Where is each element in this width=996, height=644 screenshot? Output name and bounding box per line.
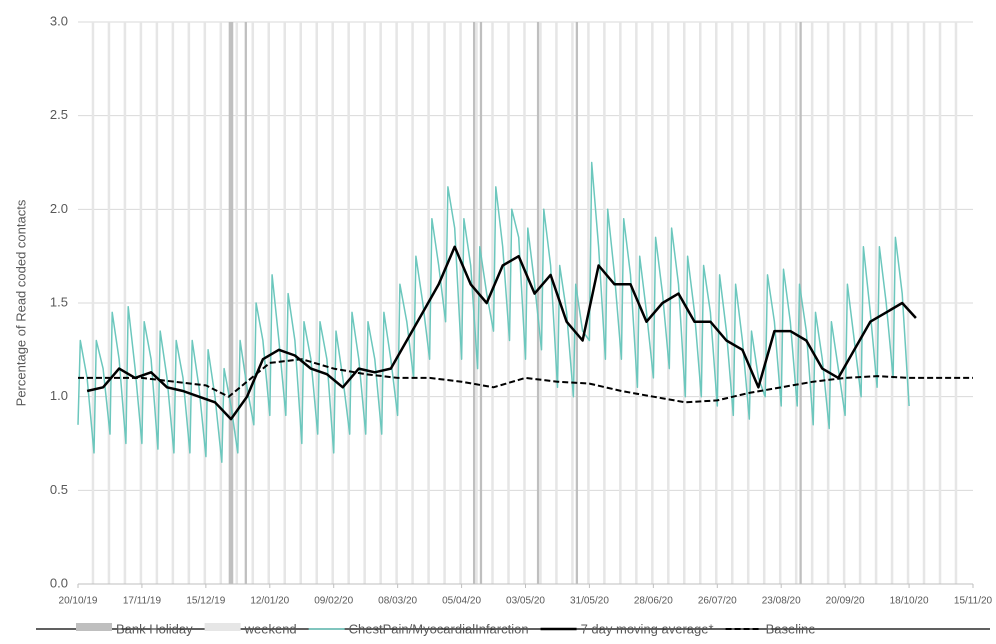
y-tick-label: 1.0 [50, 388, 68, 403]
band [890, 22, 894, 584]
band [491, 22, 494, 584]
band [363, 22, 366, 584]
y-tick-label: 1.5 [50, 294, 68, 309]
x-tick-label: 09/02/20 [314, 596, 353, 607]
band [778, 22, 782, 584]
band [762, 22, 766, 584]
y-axis-label: Percentage of Read coded contacts [13, 199, 28, 406]
band [230, 22, 234, 584]
band [575, 22, 579, 584]
y-tick-label: 2.5 [50, 107, 68, 122]
band [635, 22, 638, 584]
series-line [86, 245, 917, 421]
band [219, 22, 223, 584]
band [139, 22, 143, 584]
band [123, 22, 127, 584]
legend-label: ChestPain/MyocardialInfarction [349, 621, 529, 636]
band [187, 22, 191, 584]
x-tick-label: 03/05/20 [506, 596, 545, 607]
x-tick-label: 18/10/20 [890, 596, 929, 607]
x-tick-label: 20/10/19 [59, 596, 98, 607]
band [507, 22, 510, 584]
band [536, 22, 540, 584]
x-tick-label: 15/11/20 [954, 596, 993, 607]
x-tick-label: 31/05/20 [570, 596, 609, 607]
legend-label: weekend [244, 621, 297, 636]
y-tick-label: 2.0 [50, 201, 68, 216]
legend-swatch [204, 623, 241, 631]
band [938, 22, 942, 584]
band [331, 22, 334, 584]
band [906, 22, 910, 584]
band [826, 22, 830, 584]
band [667, 22, 670, 584]
band [379, 22, 382, 584]
band [171, 22, 175, 584]
band [228, 22, 231, 584]
legend-label: Baseline [766, 621, 816, 636]
band [107, 22, 111, 584]
band [315, 22, 318, 584]
band [730, 22, 734, 584]
band [203, 22, 207, 584]
band [603, 22, 606, 584]
x-tick-label: 17/11/19 [123, 596, 162, 607]
band [858, 22, 862, 584]
x-tick-label: 05/04/20 [442, 596, 481, 607]
band [395, 22, 398, 584]
x-tick-label: 12/01/20 [250, 596, 289, 607]
band [299, 22, 302, 584]
series-line [77, 161, 910, 463]
legend-label: 7 day moving average* [581, 621, 714, 636]
y-tick-label: 0.5 [50, 482, 68, 497]
band [267, 22, 271, 584]
band [555, 22, 558, 584]
band [699, 22, 702, 584]
band [799, 22, 802, 584]
legend-swatch [76, 623, 112, 631]
x-tick-label: 26/07/20 [698, 596, 737, 607]
band [91, 22, 95, 584]
band [587, 22, 590, 584]
band [746, 22, 750, 584]
x-tick-label: 20/09/20 [826, 596, 865, 607]
band [479, 22, 483, 584]
band [794, 22, 798, 584]
band [874, 22, 878, 584]
band [251, 22, 255, 584]
band [244, 22, 247, 584]
x-tick-label: 23/08/20 [762, 596, 801, 607]
x-tick-label: 08/03/20 [378, 596, 417, 607]
x-tick-label: 28/06/20 [634, 596, 673, 607]
band [715, 22, 718, 584]
band [539, 22, 542, 584]
band [810, 22, 814, 584]
y-tick-label: 3.0 [50, 13, 68, 28]
band [651, 22, 654, 584]
band [523, 22, 526, 584]
band [283, 22, 286, 584]
band [571, 22, 574, 584]
y-tick-label: 0.0 [50, 575, 68, 590]
legend-label: Bank Holiday [116, 621, 193, 636]
x-tick-label: 15/12/19 [186, 596, 225, 607]
band [954, 22, 958, 584]
band [472, 22, 476, 584]
band [347, 22, 350, 584]
band [443, 22, 446, 584]
band [235, 22, 239, 584]
band [411, 22, 414, 584]
band [922, 22, 926, 584]
band [842, 22, 846, 584]
band [459, 22, 462, 584]
band [619, 22, 622, 584]
band [155, 22, 159, 584]
series-line [78, 358, 973, 404]
band [475, 22, 478, 584]
